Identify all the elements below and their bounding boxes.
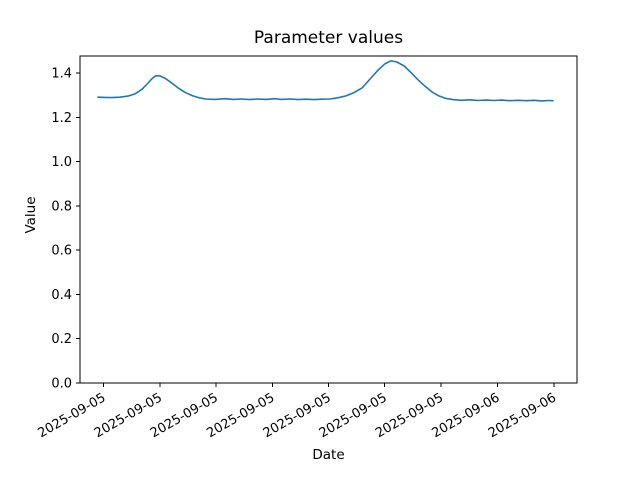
y-tick-label: 0.8 bbox=[51, 199, 72, 214]
y-axis-label: Value bbox=[23, 196, 39, 234]
chart-title: Parameter values bbox=[253, 28, 404, 48]
data-line-parameter-value bbox=[97, 60, 554, 102]
y-tick-label: 0.2 bbox=[51, 332, 72, 347]
y-tick-label: 0.6 bbox=[51, 244, 72, 259]
y-tick-label: 1.0 bbox=[51, 155, 72, 170]
y-tick-label: 0.0 bbox=[51, 377, 72, 392]
x-axis-label: Date bbox=[312, 447, 345, 463]
axes-spines bbox=[79, 55, 578, 384]
y-tick-label: 0.4 bbox=[51, 288, 72, 303]
y-tick-label: 1.4 bbox=[51, 67, 72, 82]
y-tick-label: 1.2 bbox=[51, 111, 72, 126]
